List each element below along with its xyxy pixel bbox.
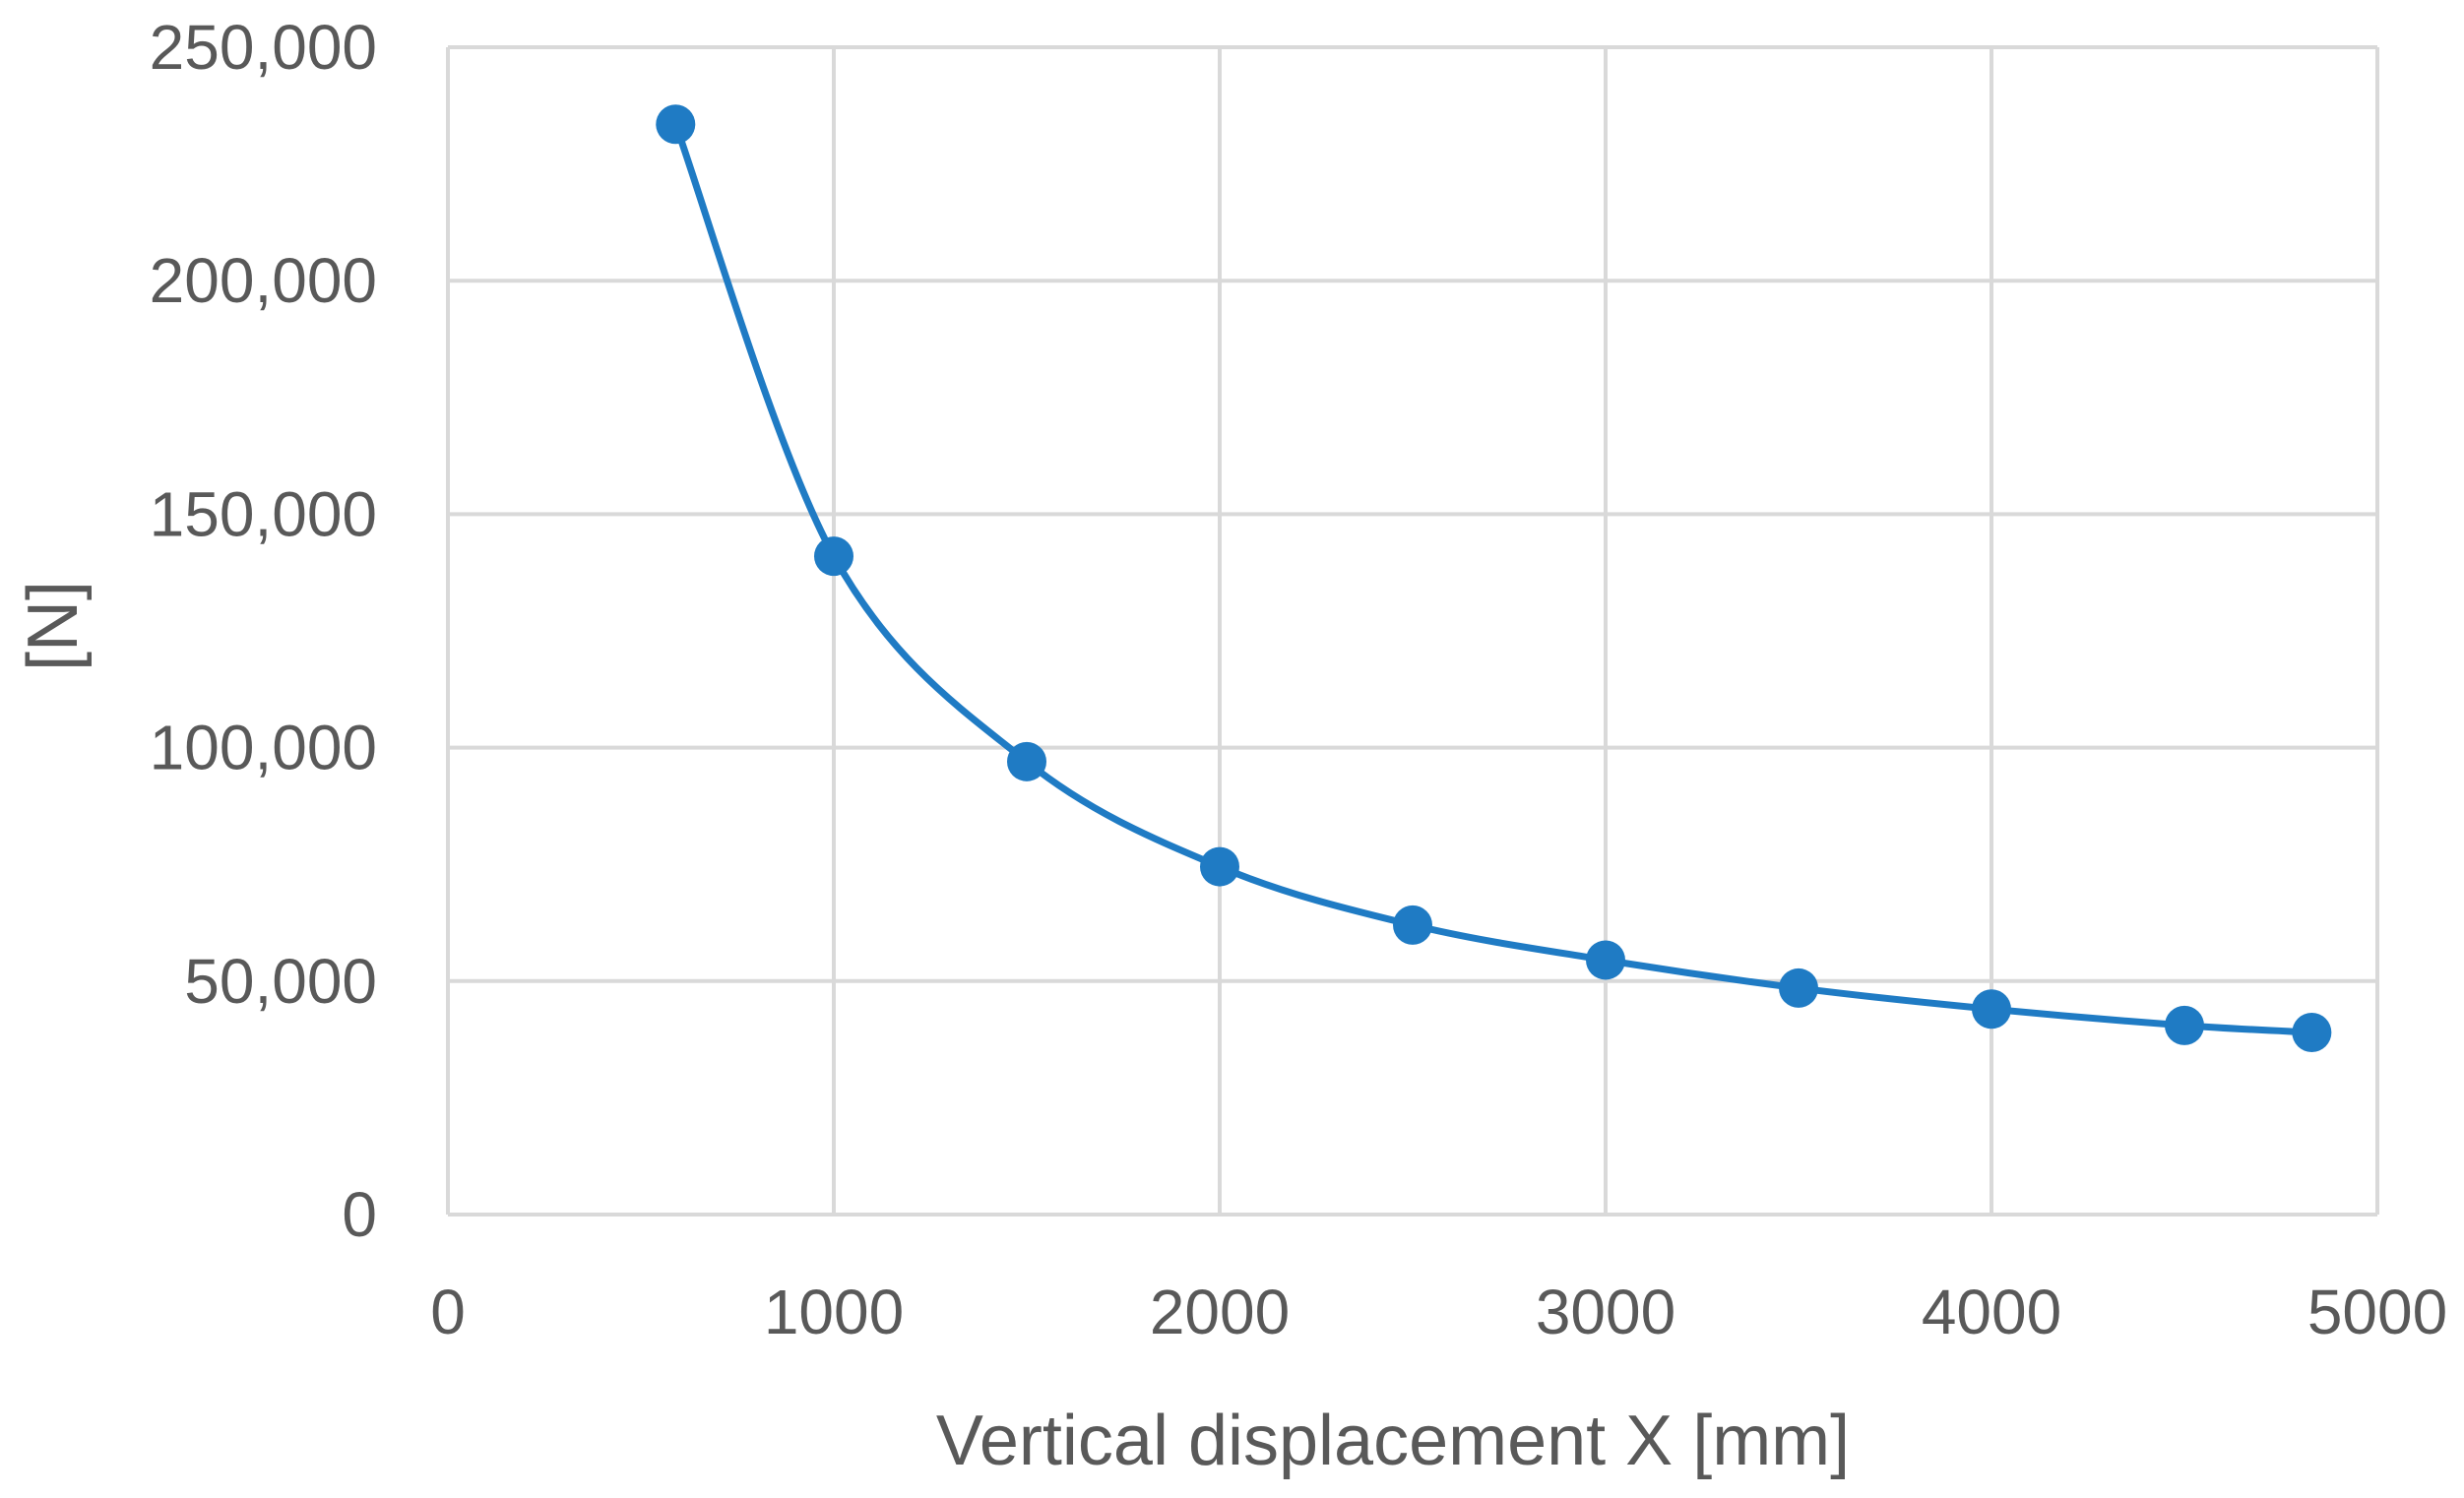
x-tick-label: 2000 bbox=[1150, 1277, 1290, 1347]
data-point bbox=[1779, 967, 1818, 1008]
data-point bbox=[1586, 940, 1625, 980]
series-line bbox=[671, 120, 2315, 1036]
data-point bbox=[814, 536, 853, 577]
y-axis-title: [N] bbox=[14, 581, 93, 671]
x-tick-label: 3000 bbox=[1536, 1277, 1675, 1347]
y-tick-label: 200,000 bbox=[150, 245, 377, 316]
series-group bbox=[656, 104, 2332, 1052]
axes bbox=[446, 47, 2377, 1217]
data-point bbox=[656, 104, 696, 145]
data-point bbox=[1972, 989, 2011, 1030]
data-point bbox=[1007, 741, 1046, 781]
x-tick-label: 0 bbox=[430, 1277, 466, 1347]
x-tick-labels: 0 1000 2000 3000 4000 5000 bbox=[430, 1277, 2447, 1347]
y-tick-label: 150,000 bbox=[150, 478, 377, 549]
x-tick-label: 1000 bbox=[764, 1277, 904, 1347]
x-tick-label: 4000 bbox=[1922, 1277, 2061, 1347]
y-tick-labels: 0 50,000 100,000 150,000 200,000 250,000 bbox=[150, 12, 377, 1250]
y-tick-label: 100,000 bbox=[150, 713, 377, 783]
grid-lines bbox=[448, 45, 2379, 1215]
data-point bbox=[1200, 846, 1239, 887]
y-tick-label: 250,000 bbox=[150, 12, 377, 83]
x-tick-label: 5000 bbox=[2307, 1277, 2447, 1347]
y-tick-label: 50,000 bbox=[184, 946, 377, 1017]
data-point bbox=[1393, 905, 1432, 945]
data-point bbox=[2165, 1005, 2204, 1045]
data-point bbox=[2292, 1012, 2332, 1052]
y-tick-label: 0 bbox=[342, 1179, 377, 1250]
x-axis-title: Vertical displacement X [mm] bbox=[936, 1402, 1850, 1480]
